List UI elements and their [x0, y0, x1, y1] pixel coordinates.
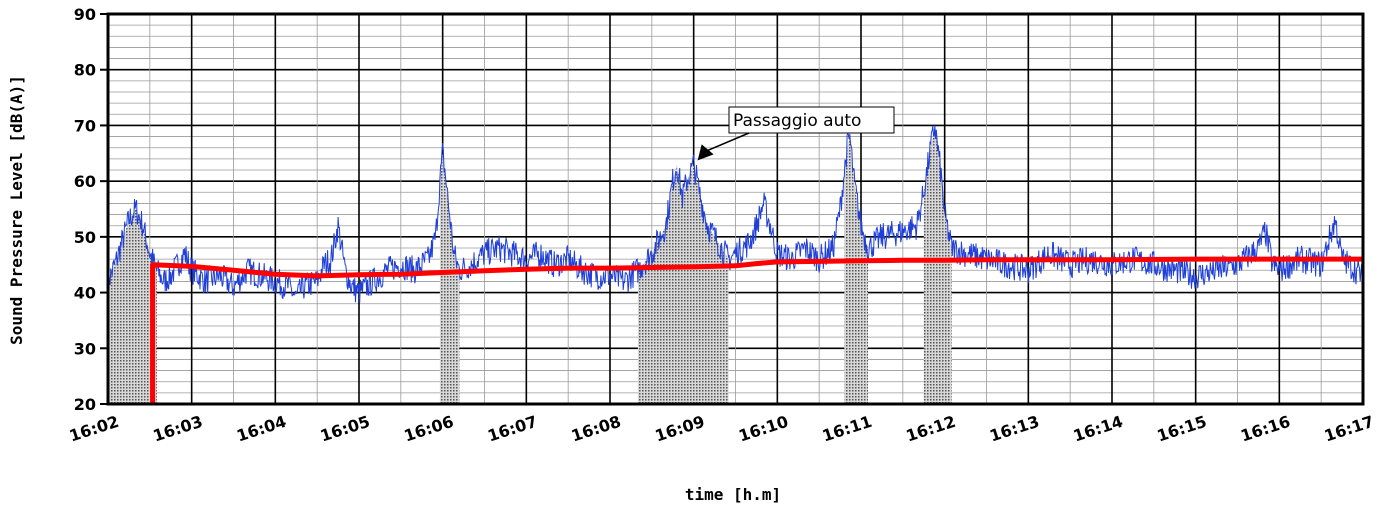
annotation-callout: Passaggio auto — [697, 106, 895, 161]
x-tick-labels: 16:02 16:03 16:04 16:05 16:06 16:07 16:08 16:09… — [67, 412, 1376, 446]
annotation-leader — [707, 132, 750, 152]
y-axis-title: Sound Pressure Level [dB(A)] — [7, 75, 26, 345]
plot-frame — [106, 12, 1365, 406]
x-axis-title: time [h.m] — [685, 485, 781, 504]
x-tick-label: 16:10 — [736, 412, 790, 446]
event-shading — [108, 125, 952, 405]
annotation-arrowhead — [697, 144, 714, 161]
x-tick-label: 16:15 — [1155, 412, 1209, 446]
event-shaded-area — [439, 153, 460, 404]
y-tick-label: 90 — [74, 5, 96, 24]
grid — [107, 13, 1364, 405]
y-tick-label: 50 — [74, 228, 96, 247]
event-shaded-area — [844, 136, 868, 404]
y-tick-label: 30 — [74, 339, 96, 358]
series-group — [107, 125, 1364, 404]
y-tick-labels: 20 30 40 50 60 70 80 90 — [74, 5, 108, 414]
y-tick-label: 60 — [74, 172, 96, 191]
y-tick-label: 20 — [74, 395, 96, 414]
x-tick-label: 16:04 — [234, 412, 288, 446]
series-line-instant — [107, 125, 1364, 304]
x-tick-label: 16:13 — [987, 412, 1041, 446]
x-tick-label: 16:07 — [485, 412, 539, 446]
x-tick-label: 16:16 — [1238, 412, 1292, 446]
x-tick-label: 16:08 — [569, 412, 623, 446]
x-tick-label: 16:12 — [904, 412, 958, 446]
annotation-text: Passaggio auto — [733, 111, 861, 131]
x-tick-label: 16:02 — [67, 412, 121, 446]
x-tick-label: 16:14 — [1071, 412, 1125, 446]
x-tick-label: 16:06 — [402, 412, 456, 446]
annotation-box — [728, 106, 895, 134]
event-shaded-area — [923, 125, 952, 405]
x-tick-label: 16:17 — [1322, 412, 1376, 446]
y-tick-label: 40 — [74, 284, 96, 303]
series-line-average — [150, 256, 1363, 404]
x-tick-label: 16:03 — [151, 412, 205, 446]
x-tick-label: 16:05 — [318, 412, 372, 446]
y-tick-label: 70 — [74, 116, 96, 135]
x-tick-label: 16:09 — [653, 412, 707, 446]
x-tick-label: 16:11 — [820, 412, 874, 446]
y-tick-label: 80 — [74, 61, 96, 80]
